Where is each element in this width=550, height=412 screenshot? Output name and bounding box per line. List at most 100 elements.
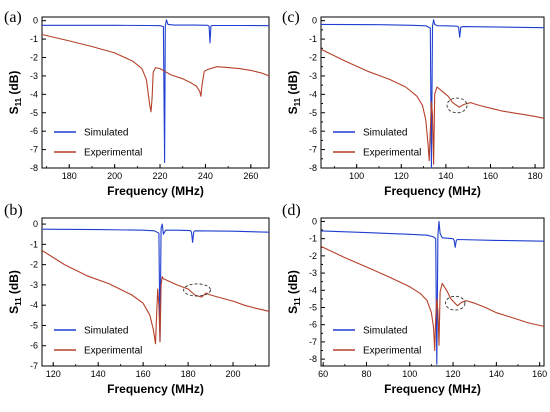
y-tick-label: -3 [309, 71, 317, 81]
y-axis-label-unit: (dB) [7, 270, 21, 297]
y-tick-label: -8 [309, 163, 317, 173]
y-tick-label: -7 [309, 145, 317, 155]
panel-letter: (a) [4, 9, 22, 26]
y-tick-label: 0 [33, 219, 38, 229]
legend-label-simulated: Simulated [84, 128, 128, 139]
y-tick-label: -4 [30, 89, 38, 99]
y-tick-label: -7 [309, 337, 317, 347]
y-axis-label-unit: (dB) [286, 270, 300, 297]
x-tick-label: 180 [181, 369, 196, 379]
y-axis-label-main: S [286, 306, 300, 314]
series-line-experimental [41, 33, 270, 113]
y-tick-label: 0 [33, 16, 38, 26]
plot-frame [320, 16, 545, 169]
y-tick-label: -3 [30, 280, 38, 290]
x-tick-label: 260 [243, 171, 258, 181]
series-line-simulated [41, 223, 270, 343]
x-tick-label: 240 [198, 171, 213, 181]
x-tick-label: 140 [91, 369, 106, 379]
x-tick-label: 100 [402, 369, 417, 379]
y-tick-label: -4 [309, 285, 317, 295]
chart-panel-2: (b) 120 140 160 180 200 0 -1 -2 -3 -4 -5 -6 -7 Frequen… [4, 202, 270, 396]
y-tick-label: -6 [309, 126, 317, 136]
x-tick-label: 120 [394, 171, 409, 181]
panel-letter: (b) [4, 202, 23, 219]
y-axis-label: S11 (dB) [7, 270, 23, 314]
y-axis-label: S11 (dB) [286, 71, 302, 115]
y-tick-label: -6 [30, 126, 38, 136]
legend-label-simulated: Simulated [84, 326, 128, 337]
panel-letter: (c) [282, 9, 300, 26]
x-tick-label: 120 [446, 369, 461, 379]
chart-panel-3: (c) 100 120 140 160 180 0 -1 -2 -3 -4 -5 -6 -7 -8 Frequ… [282, 9, 545, 198]
y-tick-label: -2 [309, 53, 317, 63]
legend-label-experimental: Experimental [84, 346, 142, 357]
y-tick-label: -5 [309, 302, 317, 312]
series-line-simulated [320, 19, 545, 169]
y-axis-label-main: S [286, 106, 300, 114]
y-tick-label: -5 [30, 108, 38, 118]
legend-label-simulated: Simulated [363, 326, 407, 337]
panel-letter: (d) [282, 202, 301, 219]
y-axis-label: S11 (dB) [286, 270, 302, 314]
y-axis-label-sub: 11 [14, 97, 23, 106]
x-tick-label: 160 [136, 369, 151, 379]
y-axis-label-sub: 11 [14, 297, 23, 306]
y-tick-label: -5 [30, 320, 38, 330]
series-line-experimental [41, 249, 270, 345]
series-line-simulated [320, 220, 545, 365]
x-tick-label: 140 [438, 171, 453, 181]
y-tick-label: -2 [30, 53, 38, 63]
x-axis-label: Frequency (MHz) [384, 184, 481, 198]
y-axis-label-sub: 11 [293, 297, 302, 306]
plot-frame [320, 217, 545, 367]
y-tick-label: -4 [309, 89, 317, 99]
series-line-experimental [320, 245, 545, 352]
y-tick-label: -2 [309, 251, 317, 261]
y-tick-label: -1 [30, 239, 38, 249]
legend-label-experimental: Experimental [84, 148, 142, 159]
chart-panel-4: (d) 60 80 100 120 140 160 0 -1 -2 -3 -4 -5 -6 -7 -8 Freq… [282, 202, 547, 396]
x-tick-label: 60 [318, 369, 328, 379]
plot-frame [41, 217, 270, 367]
y-tick-label: -8 [309, 354, 317, 364]
series-line-experimental [320, 48, 545, 165]
x-tick-label: 160 [532, 369, 547, 379]
annotation-ellipse [445, 295, 466, 311]
y-tick-label: -6 [309, 320, 317, 330]
x-tick-label: 200 [107, 171, 122, 181]
y-tick-label: -1 [30, 34, 38, 44]
x-tick-label: 180 [528, 171, 543, 181]
x-axis-label: Frequency (MHz) [107, 184, 204, 198]
x-tick-label: 100 [349, 171, 364, 181]
x-tick-label: 220 [153, 171, 168, 181]
annotation-ellipse [446, 97, 468, 114]
x-tick-label: 200 [226, 369, 241, 379]
y-tick-label: -7 [30, 361, 38, 371]
plot-frame [41, 16, 270, 169]
series-line-simulated [42, 19, 270, 164]
y-tick-label: -3 [309, 268, 317, 278]
y-tick-label: -7 [30, 145, 38, 155]
y-tick-label: 0 [312, 216, 317, 226]
y-tick-label: -3 [30, 71, 38, 81]
y-tick-label: -4 [30, 300, 38, 310]
x-axis-label: Frequency (MHz) [107, 382, 204, 396]
y-tick-label: -5 [309, 108, 317, 118]
y-axis-label: S11 (dB) [7, 71, 23, 115]
x-tick-label: 160 [483, 171, 498, 181]
y-tick-label: -6 [30, 341, 38, 351]
x-tick-label: 120 [46, 369, 61, 379]
legend-label-simulated: Simulated [363, 128, 407, 139]
y-axis-label-sub: 11 [293, 97, 302, 106]
legend-label-experimental: Experimental [363, 346, 421, 357]
legend-label-experimental: Experimental [363, 148, 421, 159]
y-axis-label-main: S [7, 306, 21, 314]
x-tick-label: 180 [62, 171, 77, 181]
chart-panel-1: (a) 180 200 220 240 260 0 -1 -2 -3 -4 -5 -6 -7 -8 Frequ… [4, 9, 270, 198]
y-axis-label-main: S [7, 106, 21, 114]
y-tick-label: -2 [30, 260, 38, 270]
y-tick-label: -1 [309, 34, 317, 44]
y-tick-label: 0 [312, 16, 317, 26]
